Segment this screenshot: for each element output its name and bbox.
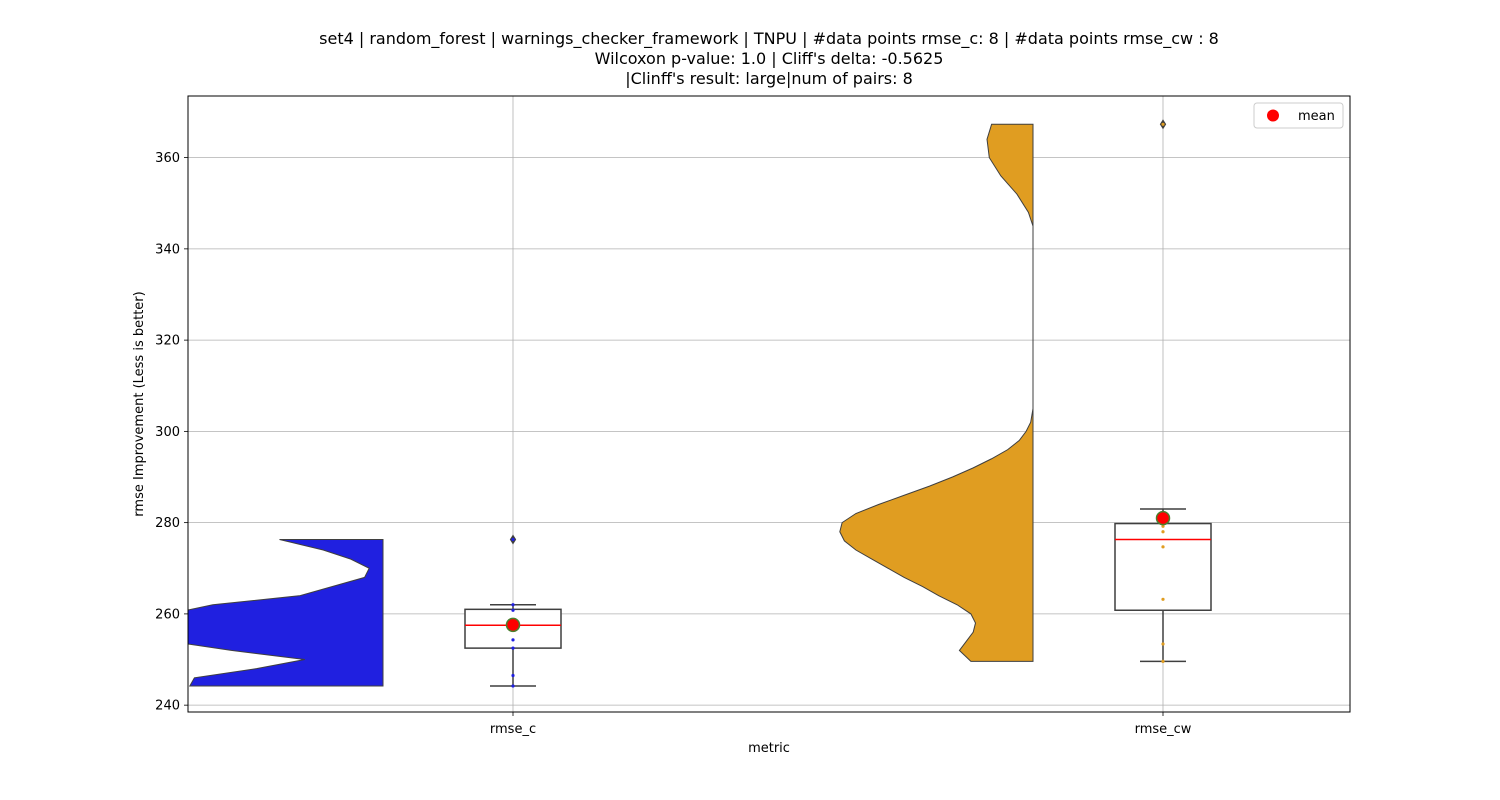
x-axis-label: metric	[748, 741, 790, 756]
data-point-rmse_cw	[1161, 524, 1165, 528]
data-point-rmse_c	[511, 537, 515, 542]
y-axis-label: rmse Improvement (Less is better)	[132, 291, 147, 516]
box-rmse_cw	[1114, 522, 1212, 611]
legend-mean-label: mean	[1298, 109, 1335, 124]
data-point-rmse_c	[511, 638, 515, 642]
plot-frame	[187, 95, 1351, 713]
y-tick-label: 300	[155, 425, 180, 440]
data-point-rmse_c	[511, 684, 515, 688]
data-point-rmse_cw	[1161, 122, 1165, 126]
data-points	[505, 119, 1171, 688]
y-tick-label: 260	[155, 607, 180, 622]
data-point-rmse_cw	[1161, 545, 1165, 549]
title-line-2: Wilcoxon p-value: 1.0 | Cliff's delta: -…	[594, 49, 944, 68]
y-tick-label: 280	[155, 516, 180, 531]
violins	[188, 123, 1034, 687]
data-point-rmse_cw	[1161, 530, 1165, 534]
x-tick-label: rmse_c	[490, 722, 536, 737]
boxplots	[464, 508, 1212, 687]
legend: mean	[1253, 102, 1344, 129]
legend-mean-marker	[1267, 109, 1279, 122]
mean-marker-rmse_cw	[1155, 510, 1171, 526]
y-tick-label: 340	[155, 242, 180, 257]
data-point-rmse_cw	[1161, 659, 1165, 663]
title-line-1: set4 | random_forest | warnings_checker_…	[319, 29, 1219, 48]
data-point-rmse_c	[511, 603, 515, 607]
title-line-3: |Clinff's result: large|num of pairs: 8	[625, 69, 913, 88]
violin-rmse_c	[188, 539, 384, 687]
data-point-rmse_cw	[1161, 597, 1165, 601]
legend-frame	[1253, 102, 1344, 129]
data-point-rmse_cw	[1161, 642, 1165, 646]
data-point-rmse_c	[511, 608, 515, 612]
y-tick-label: 360	[155, 151, 180, 166]
data-point-rmse_c	[511, 646, 515, 650]
y-tick-label: 320	[155, 334, 180, 349]
axis-ticks: 240 260 280 300 320 340 360 rmse_c rmse_cw	[155, 151, 1192, 737]
chart-title: set4 | random_forest | warnings_checker_…	[0, 29, 1500, 89]
data-point-rmse_c	[511, 673, 515, 678]
x-tick-label: rmse_cw	[1135, 722, 1192, 737]
violin-rmse_cw	[839, 123, 1034, 662]
y-tick-label: 240	[155, 699, 180, 714]
mean-marker-rmse_c	[505, 617, 521, 633]
